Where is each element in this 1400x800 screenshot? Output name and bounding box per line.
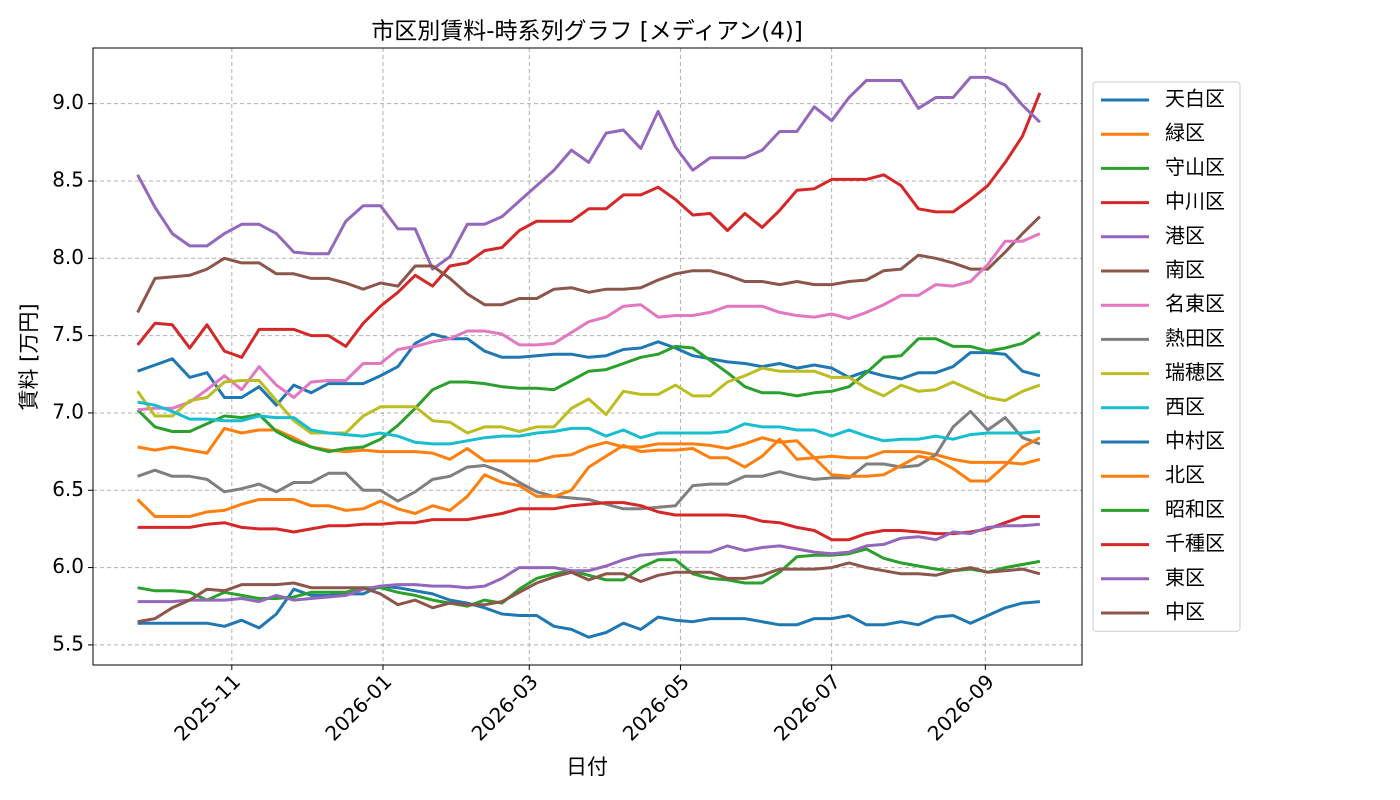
y-tick-label: 6.5 [52,477,84,501]
series-line [137,426,1041,466]
legend-label: 中川区 [1165,189,1225,213]
series-line [137,400,1041,446]
series-line [136,92,1042,359]
legend-label: 熱田区 [1165,326,1225,350]
y-tick-label: 8.0 [52,245,84,269]
legend-label: 中区 [1165,600,1205,624]
series-line [136,366,1041,435]
y-tick-label: 7.0 [52,399,84,423]
legend-box [1092,81,1241,632]
series-line [136,75,1041,271]
legend-label: 瑞穂区 [1165,360,1225,384]
legend-label: 天白区 [1165,87,1225,111]
series-line [137,232,1041,412]
legend-label: 守山区 [1165,155,1225,179]
series-line [137,409,1041,511]
y-tick-label: 8.5 [52,167,84,191]
plot-frame [92,47,1083,666]
series-line [136,331,1041,454]
y-tick-label: 6.0 [52,554,84,578]
x-axis-label: 日付 [566,755,608,779]
legend-label: 千種区 [1165,531,1225,555]
series-line [136,436,1041,518]
series-line [137,501,1040,542]
legend-label: 緑区 [1165,121,1205,145]
legend-label: 昭和区 [1165,497,1225,521]
legend-label: 西区 [1165,394,1205,418]
y-tick-label: 7.5 [52,322,84,346]
legend-label: 港区 [1165,223,1205,247]
legend-label: 東区 [1165,565,1205,589]
legend-label: 中村区 [1165,429,1225,453]
series-line [137,561,1041,624]
legend-label: 北区 [1165,463,1205,487]
legend-label: 名東区 [1165,292,1225,316]
y-axis-label: 賃料 [万円] [17,303,41,410]
series-line [137,522,1041,604]
series-line [136,215,1041,314]
chart-title: 市区別賃料-時系列グラフ [メディアン(4)] [371,19,803,45]
legend-label: 南区 [1165,258,1205,282]
y-tick-label: 5.5 [52,631,84,655]
y-tick-label: 9.0 [52,90,84,114]
